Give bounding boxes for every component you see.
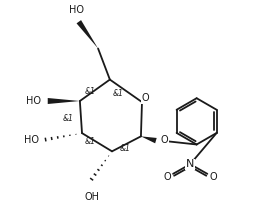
Text: O: O (210, 173, 217, 182)
Text: &1: &1 (113, 89, 124, 98)
Text: HO: HO (69, 5, 84, 15)
Text: HO: HO (24, 135, 39, 145)
Text: &1: &1 (63, 114, 73, 123)
Text: &1: &1 (119, 144, 130, 153)
Polygon shape (77, 20, 98, 49)
Polygon shape (48, 98, 80, 104)
Text: HO: HO (26, 96, 41, 106)
Text: O: O (163, 173, 171, 182)
Text: OH: OH (84, 192, 99, 202)
Text: N: N (186, 159, 194, 169)
Text: &1: &1 (85, 137, 96, 146)
Text: O: O (141, 93, 149, 103)
Text: &1: &1 (85, 87, 96, 96)
Polygon shape (141, 136, 157, 143)
Text: O: O (161, 135, 168, 145)
